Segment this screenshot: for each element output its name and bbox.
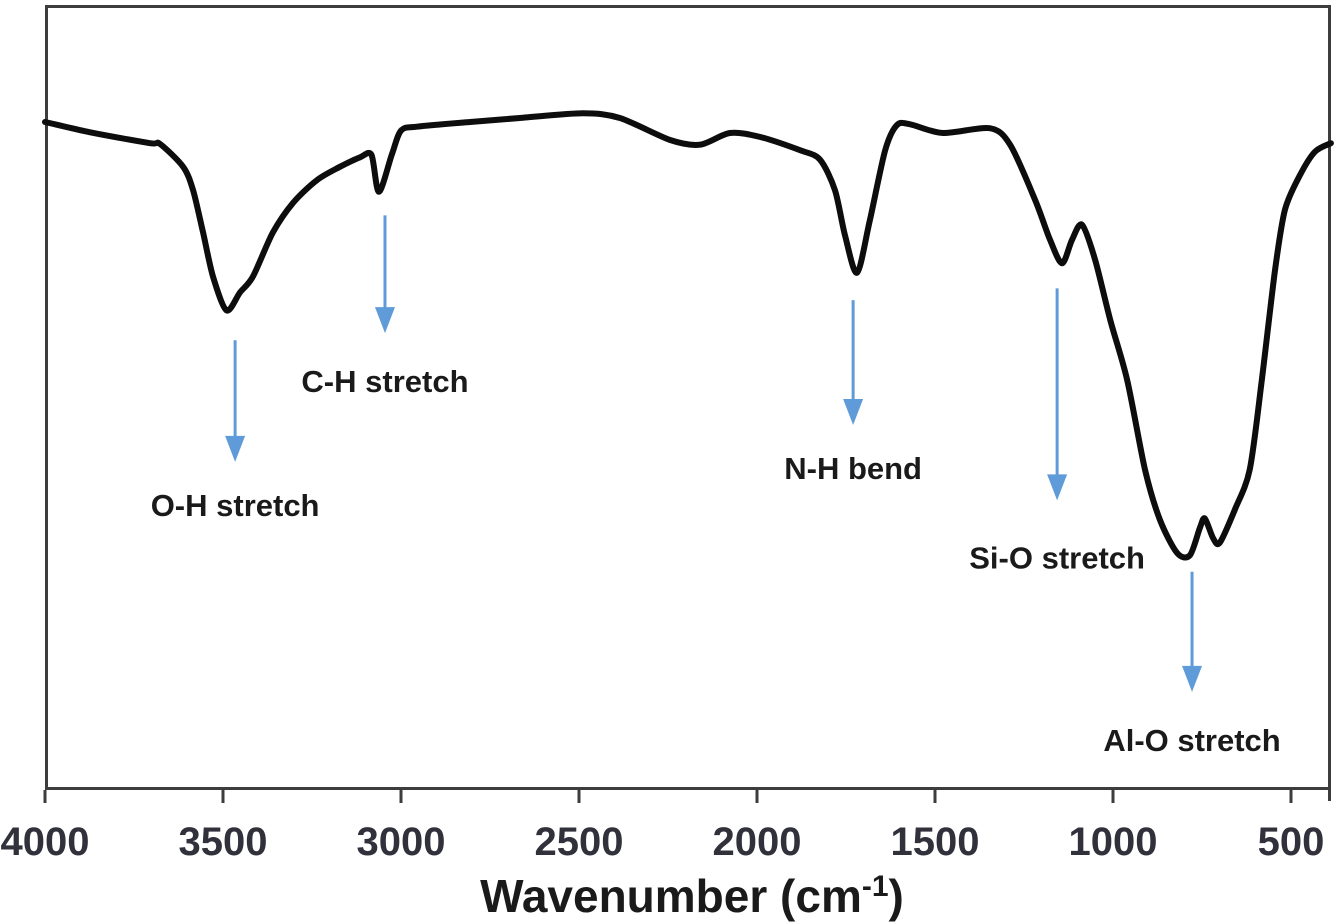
x-axis-title: Wavenumber (cm-1) <box>480 870 904 922</box>
x-tick-label: 3500 <box>179 820 268 864</box>
annotation-o-h-stretch: O-H stretch <box>151 340 320 523</box>
annotation-label: C-H stretch <box>301 364 468 399</box>
plot-frame <box>45 5 1331 790</box>
x-tick-label: 2000 <box>713 820 802 864</box>
x-axis-ticks: 4000 3500 3000 2500 2000 1500 1000 500 <box>1 790 1331 864</box>
annotation-label: N-H bend <box>784 451 922 486</box>
x-tick-label: 500 <box>1258 820 1325 864</box>
annotation-n-h-bend: N-H bend <box>784 300 922 486</box>
x-tick-label: 3000 <box>357 820 446 864</box>
annotation-arrowhead-icon <box>374 307 395 334</box>
annotation-arrowhead-icon <box>1182 665 1203 692</box>
x-tick-label: 4000 <box>1 820 90 864</box>
annotation-label: O-H stretch <box>151 488 320 523</box>
annotation-al-o-stretch: Al-O stretch <box>1103 571 1281 758</box>
annotation-c-h-stretch: C-H stretch <box>301 215 469 399</box>
annotation-arrowhead-icon <box>225 435 246 462</box>
annotation-arrowhead-icon <box>843 398 864 425</box>
spectrum-curve <box>42 110 1334 561</box>
x-tick-label: 2500 <box>535 820 624 864</box>
x-tick-label: 1500 <box>891 820 980 864</box>
x-tick-label: 1000 <box>1069 820 1158 864</box>
annotation-label: Al-O stretch <box>1103 723 1280 758</box>
annotation-label: Si-O stretch <box>969 541 1145 576</box>
annotation-si-o-stretch: Si-O stretch <box>969 288 1145 576</box>
peak-annotations: O-H stretch C-H stretch N-H bend Si-O stret… <box>151 215 1281 758</box>
annotation-arrowhead-icon <box>1047 474 1068 501</box>
